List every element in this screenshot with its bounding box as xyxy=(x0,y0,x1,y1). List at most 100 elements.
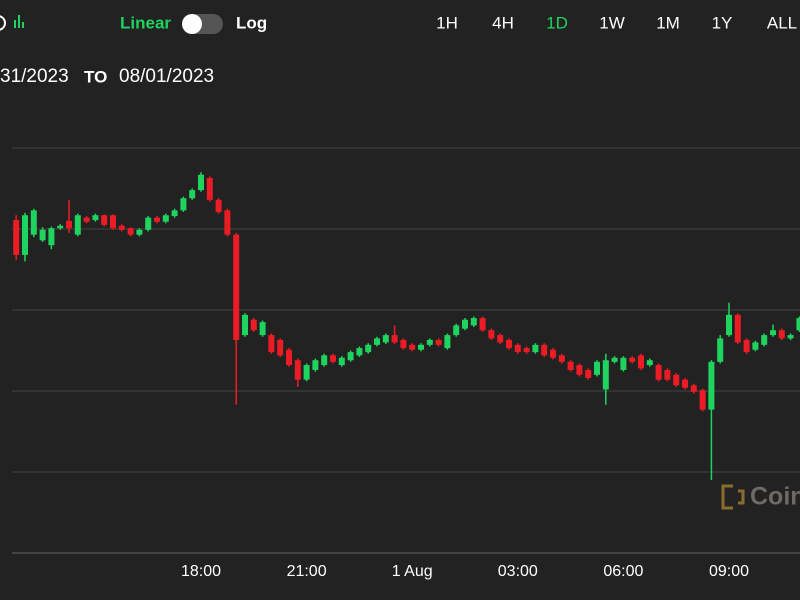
candle-body xyxy=(594,361,600,375)
candle-body xyxy=(259,322,266,336)
candle-body xyxy=(673,374,680,386)
candle-body xyxy=(347,352,354,361)
candle-body xyxy=(268,335,275,353)
candle-body xyxy=(250,319,257,331)
candle-body xyxy=(453,325,460,336)
candle-body xyxy=(629,357,636,362)
candle-body xyxy=(743,339,750,353)
range-buttons: 1H 4H 1D 1W 1M 1Y ALL xyxy=(436,13,797,32)
grid xyxy=(12,147,800,554)
candle-body xyxy=(576,365,583,375)
scale-linear[interactable]: Linear xyxy=(120,13,171,32)
candle-body xyxy=(506,339,512,349)
candle-body xyxy=(611,357,618,362)
candle-body xyxy=(646,360,653,366)
candle-body xyxy=(514,344,521,353)
range-button[interactable]: ALL xyxy=(767,13,797,32)
candle-body xyxy=(400,339,407,349)
candle-body xyxy=(330,355,336,362)
x-tick-label: 21:00 xyxy=(287,563,327,580)
candle-body xyxy=(92,215,99,221)
candle-body xyxy=(215,199,222,212)
bar-icon[interactable] xyxy=(14,15,24,28)
icon[interactable] xyxy=(0,15,6,31)
date-to: 08/01/2023 xyxy=(119,66,214,87)
candle-body xyxy=(189,190,196,199)
candle-body xyxy=(39,229,46,241)
candle-body xyxy=(470,318,477,326)
candle-body xyxy=(22,215,28,255)
range-button[interactable]: 1H xyxy=(436,13,458,32)
candle-body xyxy=(338,357,345,366)
candle-body xyxy=(294,360,301,380)
x-tick-label: 03:00 xyxy=(498,563,538,580)
range-button[interactable]: 1Y xyxy=(712,13,733,32)
candle-body xyxy=(224,210,231,235)
date-from: 31/2023 xyxy=(0,66,69,87)
candle-body xyxy=(277,339,284,356)
date-to-label: TO xyxy=(84,67,107,86)
candles xyxy=(13,172,800,481)
candle-body xyxy=(233,234,240,340)
candle-body xyxy=(699,390,706,410)
candle-body xyxy=(796,318,800,331)
candle-body xyxy=(374,338,380,345)
candle-body xyxy=(532,344,539,353)
candle-body xyxy=(444,335,451,349)
candle-body xyxy=(180,198,187,211)
candle-body xyxy=(365,344,372,353)
candle-body xyxy=(48,228,55,246)
candle-body xyxy=(145,217,152,230)
candle-body xyxy=(682,379,688,388)
candle-body xyxy=(638,355,644,369)
range-button[interactable]: 1D xyxy=(546,13,568,32)
candle-body xyxy=(426,339,433,345)
scale-log[interactable]: Log xyxy=(236,13,267,32)
candle-body xyxy=(752,342,759,350)
candle-body xyxy=(409,344,416,350)
candle-body xyxy=(479,318,486,331)
candle-body xyxy=(497,335,504,343)
watermark: Coin xyxy=(750,483,800,511)
candle-body xyxy=(462,319,468,329)
candle-body xyxy=(585,369,592,379)
candle-body xyxy=(206,177,213,200)
candle-body xyxy=(13,220,20,255)
candle-body xyxy=(136,229,143,235)
candle-body xyxy=(708,361,715,410)
range-button[interactable]: 1W xyxy=(599,13,625,32)
range-button[interactable]: 4H xyxy=(492,13,514,32)
candle-body xyxy=(312,360,319,370)
candle-body xyxy=(303,365,310,380)
candle-body xyxy=(154,217,160,222)
candle-body xyxy=(66,220,72,229)
candle-body xyxy=(602,360,609,390)
candle-body xyxy=(726,314,732,336)
candle-body xyxy=(382,335,389,343)
candle-body xyxy=(558,355,565,362)
candle-body xyxy=(171,210,178,217)
candle-body xyxy=(198,174,204,191)
candle-body xyxy=(664,369,671,380)
candle-body xyxy=(620,357,627,370)
candle-body xyxy=(435,339,442,345)
range-button[interactable]: 1M xyxy=(656,13,680,32)
candle-body xyxy=(717,338,724,362)
candle-body xyxy=(321,355,328,366)
candle-body xyxy=(734,314,741,343)
candle-body xyxy=(655,365,662,380)
candle-body xyxy=(74,215,81,235)
candle-body xyxy=(118,225,125,230)
x-tick-label: 1 Aug xyxy=(392,563,433,580)
candle-body xyxy=(761,335,768,345)
candle-body xyxy=(690,385,697,392)
candle-body xyxy=(391,335,398,343)
candle-body xyxy=(286,349,292,366)
candle-body xyxy=(770,330,776,336)
candle-body xyxy=(57,225,64,229)
candle-body xyxy=(488,330,495,339)
candle-body xyxy=(356,348,363,356)
x-axis: 18:00 21:00 1 Aug 03:00 06:00 09:00 xyxy=(181,563,749,580)
